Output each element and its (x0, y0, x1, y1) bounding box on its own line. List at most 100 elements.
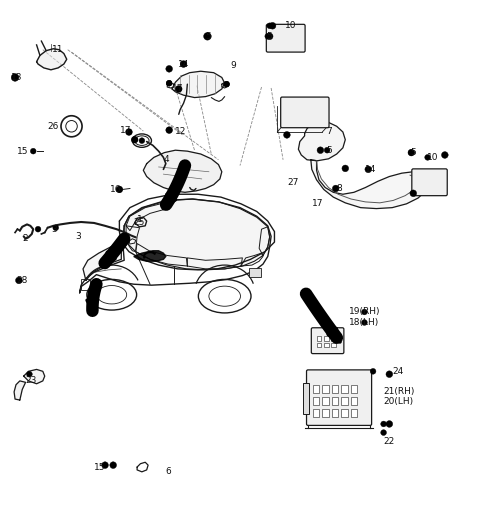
Bar (313, 409, 319, 417)
Text: 21(RH): 21(RH) (384, 387, 415, 397)
Text: 12: 12 (175, 127, 187, 135)
Polygon shape (14, 381, 25, 400)
Text: 4: 4 (163, 155, 169, 164)
Text: 15: 15 (94, 462, 106, 472)
Text: 20(LH): 20(LH) (384, 397, 414, 406)
Text: 27: 27 (287, 178, 298, 187)
Text: 19(RH): 19(RH) (349, 308, 381, 316)
Circle shape (284, 131, 290, 138)
Text: 26: 26 (48, 122, 59, 131)
Bar (317, 343, 322, 347)
Circle shape (361, 320, 367, 326)
Circle shape (224, 81, 229, 87)
Circle shape (204, 33, 210, 39)
Circle shape (102, 462, 108, 469)
Text: 2: 2 (22, 234, 28, 243)
FancyBboxPatch shape (266, 25, 305, 52)
Circle shape (324, 147, 330, 153)
Circle shape (132, 136, 138, 143)
Circle shape (26, 371, 32, 377)
FancyBboxPatch shape (281, 97, 329, 128)
FancyBboxPatch shape (307, 370, 372, 425)
Bar (341, 385, 348, 393)
Circle shape (269, 22, 276, 29)
Polygon shape (83, 242, 121, 281)
Text: 23: 23 (25, 377, 37, 385)
Polygon shape (311, 160, 429, 208)
Text: 5: 5 (410, 148, 416, 157)
Circle shape (267, 23, 273, 29)
Circle shape (166, 80, 172, 86)
Circle shape (332, 185, 339, 192)
Circle shape (126, 129, 132, 135)
Circle shape (176, 86, 181, 92)
Text: 5: 5 (266, 32, 272, 41)
Text: 13: 13 (11, 73, 23, 82)
Bar (324, 336, 328, 341)
Circle shape (365, 166, 372, 173)
Circle shape (381, 430, 386, 435)
Text: 10: 10 (427, 153, 438, 162)
Polygon shape (134, 251, 166, 261)
Circle shape (30, 148, 36, 154)
Bar (351, 385, 357, 393)
Text: 17: 17 (172, 84, 183, 94)
Bar (331, 336, 336, 341)
Circle shape (110, 462, 117, 469)
Bar (341, 409, 348, 417)
Circle shape (117, 187, 122, 192)
Bar (341, 397, 348, 405)
Polygon shape (24, 369, 45, 384)
Circle shape (224, 81, 229, 87)
Text: 8: 8 (336, 184, 342, 193)
Circle shape (11, 74, 19, 81)
Text: 17: 17 (312, 199, 324, 208)
Circle shape (166, 80, 172, 86)
Circle shape (442, 152, 448, 158)
Circle shape (361, 309, 367, 315)
Bar (351, 397, 357, 405)
Circle shape (15, 277, 22, 284)
Circle shape (408, 150, 414, 155)
Circle shape (265, 33, 271, 39)
Circle shape (139, 138, 145, 144)
Polygon shape (172, 71, 225, 98)
Polygon shape (299, 122, 345, 161)
Circle shape (266, 33, 273, 40)
Circle shape (166, 65, 172, 72)
Bar (323, 409, 328, 417)
Circle shape (132, 137, 138, 143)
Bar (351, 409, 357, 417)
Text: 3: 3 (51, 225, 57, 234)
Text: 1: 1 (137, 215, 143, 224)
Circle shape (317, 147, 324, 154)
Text: 18(LH): 18(LH) (349, 318, 379, 327)
Bar (332, 397, 338, 405)
Circle shape (126, 129, 132, 135)
Polygon shape (144, 150, 222, 192)
Text: 16: 16 (110, 185, 121, 194)
Circle shape (180, 61, 187, 67)
Text: 11: 11 (52, 45, 64, 54)
Text: 6: 6 (166, 468, 171, 476)
Text: 14: 14 (365, 165, 377, 174)
Bar (249, 268, 261, 277)
Text: 5: 5 (326, 146, 332, 155)
Text: 24: 24 (392, 367, 404, 376)
Bar (313, 397, 319, 405)
Circle shape (342, 165, 348, 172)
Bar (303, 383, 309, 414)
Text: 9: 9 (230, 60, 236, 69)
Circle shape (425, 154, 431, 160)
Text: 3: 3 (75, 232, 81, 241)
Circle shape (410, 190, 417, 197)
Circle shape (116, 186, 123, 193)
Polygon shape (124, 199, 270, 270)
Text: 10: 10 (285, 21, 296, 30)
Text: 15: 15 (17, 147, 28, 156)
Bar (313, 385, 319, 393)
Circle shape (180, 61, 186, 67)
Polygon shape (36, 49, 67, 70)
Bar (331, 343, 336, 347)
Circle shape (408, 149, 415, 156)
